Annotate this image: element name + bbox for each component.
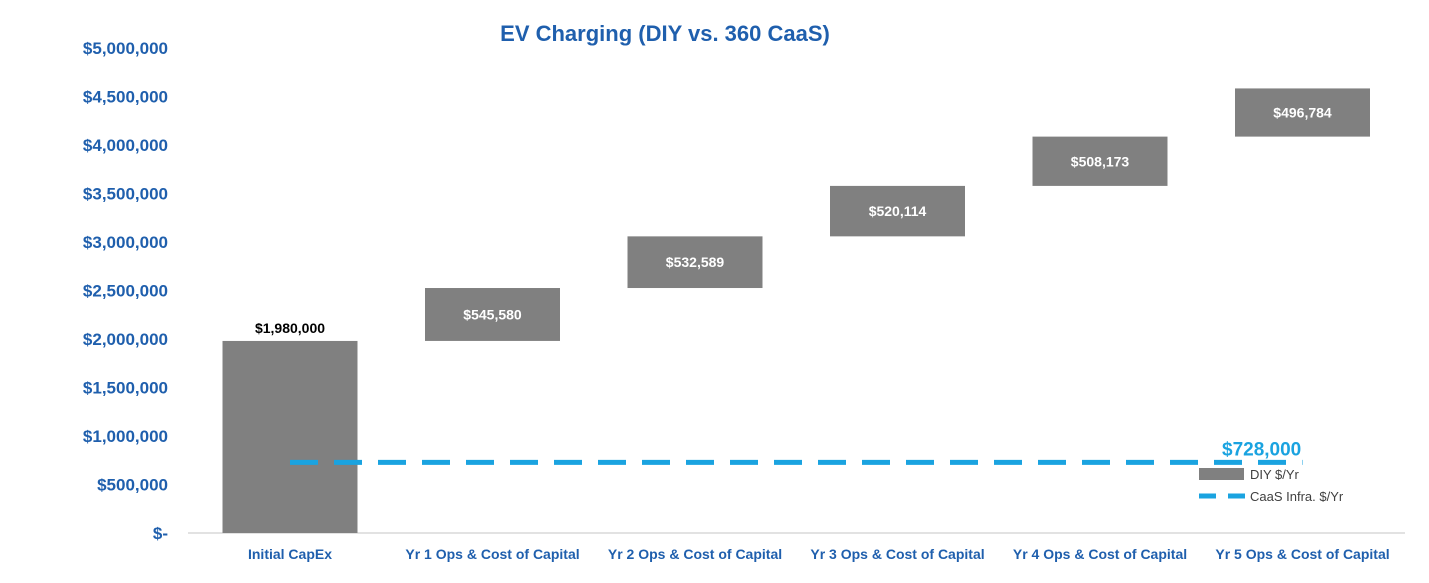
legend-label-caas: CaaS Infra. $/Yr xyxy=(1250,489,1344,504)
bar-4 xyxy=(830,185,965,237)
bar-3 xyxy=(627,236,763,289)
caas-series: $728,000 xyxy=(290,439,1303,465)
bars xyxy=(222,88,1370,533)
y-tick-label: $2,500,000 xyxy=(83,282,168,301)
x-tick-label: Yr 5 Ops & Cost of Capital xyxy=(1215,546,1389,562)
bar-data-labels: $1,980,000 $545,580 $532,589 $520,114 $508,1… xyxy=(255,105,1332,336)
y-axis: $- $500,000 $1,000,000 $1,500,000 $2,000,000… xyxy=(83,39,168,543)
y-tick-label: $5,000,000 xyxy=(83,39,168,58)
bar-6 xyxy=(1235,88,1370,137)
y-tick-label: $3,500,000 xyxy=(83,185,168,204)
y-tick-label: $3,000,000 xyxy=(83,233,168,252)
legend-label-diy: DIY $/Yr xyxy=(1250,467,1300,482)
bar-5 xyxy=(1032,136,1168,186)
y-tick-label: $2,000,000 xyxy=(83,330,168,349)
y-tick-label: $- xyxy=(153,524,168,543)
bar-data-label: $496,784 xyxy=(1273,105,1332,121)
y-tick-label: $1,500,000 xyxy=(83,379,168,398)
y-tick-label: $500,000 xyxy=(97,476,168,495)
bar-data-label: $532,589 xyxy=(666,254,725,270)
bar-1 xyxy=(222,340,358,533)
bar-2 xyxy=(425,288,560,341)
caas-line-label: $728,000 xyxy=(1222,439,1301,460)
legend: DIY $/Yr CaaS Infra. $/Yr xyxy=(1199,467,1344,504)
bar-data-label: $1,980,000 xyxy=(255,320,325,336)
x-tick-label: Yr 1 Ops & Cost of Capital xyxy=(405,546,579,562)
x-tick-label: Initial CapEx xyxy=(248,546,332,562)
x-tick-label: Yr 2 Ops & Cost of Capital xyxy=(608,546,782,562)
x-tick-label: Yr 3 Ops & Cost of Capital xyxy=(810,546,984,562)
bar-data-label: $545,580 xyxy=(463,306,522,322)
x-tick-label: Yr 4 Ops & Cost of Capital xyxy=(1013,546,1187,562)
chart-title: EV Charging (DIY vs. 360 CaaS) xyxy=(500,21,830,46)
y-tick-label: $4,500,000 xyxy=(83,88,168,107)
bar-data-label: $508,173 xyxy=(1071,153,1130,169)
bar-data-label: $520,114 xyxy=(869,203,927,219)
x-axis: Initial CapEx Yr 1 Ops & Cost of Capital Y… xyxy=(248,546,1390,562)
y-tick-label: $1,000,000 xyxy=(83,427,168,446)
y-tick-label: $4,000,000 xyxy=(83,136,168,155)
legend-swatch-diy xyxy=(1199,468,1244,480)
